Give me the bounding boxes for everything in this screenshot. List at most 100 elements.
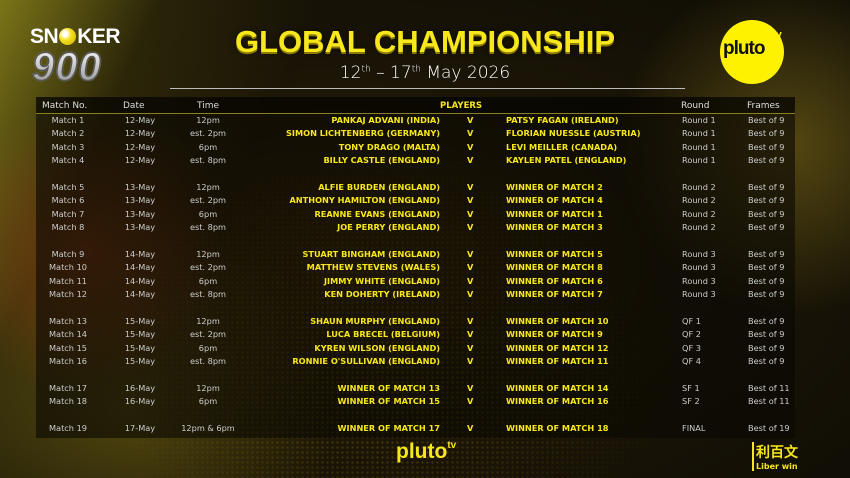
table-row: Match 1 12-May 12pm PANKAJ ADVANI (INDIA) V P… bbox=[36, 114, 795, 127]
match-date: 13-May bbox=[124, 195, 156, 206]
frames: Best of 9 bbox=[748, 182, 785, 192]
round: Round 2 bbox=[682, 195, 716, 206]
match-time: 6pm bbox=[198, 208, 218, 219]
player-2: WINNER OF MATCH 6 bbox=[506, 275, 603, 286]
match-time: est. 2pm bbox=[189, 329, 227, 340]
player-1: STUART BINGHAM (ENGLAND) bbox=[302, 249, 440, 259]
match-date: 13-May bbox=[124, 208, 156, 219]
match-time: est. 2pm bbox=[189, 262, 227, 273]
versus: V bbox=[467, 115, 474, 125]
match-date: 13-May bbox=[124, 182, 156, 192]
versus: V bbox=[467, 423, 474, 434]
table-row: Match 16 15-May est. 8pm RONNIE O'SULLIVAN … bbox=[36, 355, 795, 368]
snooker-900-logo: SN KER 900 bbox=[30, 25, 121, 90]
player-2: WINNER OF MATCH 5 bbox=[506, 249, 603, 259]
round: Round 1 bbox=[682, 115, 716, 125]
match-time: 12pm & 6pm bbox=[181, 423, 235, 434]
versus: V bbox=[467, 316, 474, 326]
player-1: SIMON LICHTENBERG (GERMANY) bbox=[286, 128, 440, 139]
player-1: ANTHONY HAMILTON (ENGLAND) bbox=[289, 195, 440, 206]
player-2: WINNER OF MATCH 14 bbox=[506, 383, 609, 393]
frames: Best of 9 bbox=[748, 155, 785, 166]
player-1: REANNE EVANS (ENGLAND) bbox=[314, 208, 440, 219]
match-date: 13-May bbox=[124, 222, 156, 233]
match-number: Match 17 bbox=[48, 383, 87, 393]
table-row: Match 14 15-May est. 2pm LUCA BRECEL (BELGI… bbox=[36, 328, 795, 341]
match-time: 12pm bbox=[196, 383, 220, 393]
match-time: 12pm bbox=[196, 182, 220, 192]
match-number: Match 5 bbox=[51, 182, 85, 192]
round: FINAL bbox=[682, 423, 706, 434]
frames: Best of 9 bbox=[748, 329, 785, 340]
match-number: Match 14 bbox=[48, 329, 87, 340]
versus: V bbox=[467, 329, 474, 340]
match-time: est. 2pm bbox=[189, 195, 227, 206]
pluto-tv-footer-logo: plutotv bbox=[396, 440, 457, 463]
player-2: WINNER OF MATCH 16 bbox=[506, 396, 609, 407]
player-1: TONY DRAGO (MALTA) bbox=[338, 141, 440, 152]
match-time: 6pm bbox=[198, 275, 218, 286]
match-number: Match 10 bbox=[48, 262, 87, 273]
player-1: KYREN WILSON (ENGLAND) bbox=[314, 342, 440, 353]
match-time: est. 8pm bbox=[189, 222, 227, 233]
col-time: Time bbox=[197, 101, 220, 111]
liber-win-logo: 利百文 Liber win bbox=[752, 442, 798, 471]
round: QF 1 bbox=[682, 316, 701, 326]
round: Round 2 bbox=[682, 208, 716, 219]
versus: V bbox=[467, 383, 474, 393]
player-1: WINNER OF MATCH 15 bbox=[337, 396, 440, 407]
player-1: MATTHEW STEVENS (WALES) bbox=[306, 262, 440, 273]
match-date: 12-May bbox=[124, 141, 156, 152]
match-number: Match 1 bbox=[51, 115, 85, 125]
match-number: Match 2 bbox=[51, 128, 85, 139]
match-time: est. 2pm bbox=[189, 128, 227, 139]
match-date: 12-May bbox=[124, 115, 156, 125]
match-date: 12-May bbox=[124, 155, 156, 166]
frames: Best of 9 bbox=[748, 342, 785, 353]
divider bbox=[170, 88, 685, 89]
player-1: BILLY CASTLE (ENGLAND) bbox=[323, 155, 440, 166]
match-time: 6pm bbox=[198, 141, 218, 152]
table-row: Match 13 15-May 12pm SHAUN MURPHY (ENGLAND)… bbox=[36, 315, 795, 328]
col-match: Match No. bbox=[42, 101, 88, 111]
player-1: JIMMY WHITE (ENGLAND) bbox=[324, 275, 440, 286]
match-date: 15-May bbox=[124, 356, 156, 367]
round: Round 2 bbox=[682, 182, 716, 192]
match-number: Match 19 bbox=[48, 423, 87, 434]
match-date: 12-May bbox=[124, 128, 156, 139]
table-row: Match 7 13-May 6pm REANNE EVANS (ENGLAND) V W… bbox=[36, 208, 795, 221]
frames: Best of 11 bbox=[748, 383, 790, 393]
player-1: LUCA BRECEL (BELGIUM) bbox=[326, 329, 440, 340]
round: Round 3 bbox=[682, 289, 716, 300]
table-row: Match 6 13-May est. 2pm ANTHONY HAMILTON (E… bbox=[36, 194, 795, 207]
match-time: 6pm bbox=[198, 342, 218, 353]
player-1: SHAUN MURPHY (ENGLAND) bbox=[310, 316, 440, 326]
player-2: WINNER OF MATCH 11 bbox=[506, 356, 609, 367]
match-number: Match 13 bbox=[48, 316, 87, 326]
match-time: 12pm bbox=[196, 249, 220, 259]
round: Round 3 bbox=[682, 275, 716, 286]
round: Round 1 bbox=[682, 141, 716, 152]
player-1: RONNIE O'SULLIVAN (ENGLAND) bbox=[292, 356, 440, 367]
frames: Best of 9 bbox=[748, 289, 785, 300]
round: Round 1 bbox=[682, 155, 716, 166]
frames: Best of 9 bbox=[748, 316, 785, 326]
frames: Best of 9 bbox=[748, 249, 785, 259]
event-dates: 12th – 17th May 2026 bbox=[339, 63, 511, 83]
match-time: est. 8pm bbox=[189, 356, 227, 367]
frames: Best of 9 bbox=[748, 356, 785, 367]
table-row: Match 5 13-May 12pm ALFIE BURDEN (ENGLAND) V… bbox=[36, 181, 795, 194]
frames: Best of 9 bbox=[748, 195, 785, 206]
round: QF 3 bbox=[682, 342, 701, 353]
player-2: WINNER OF MATCH 12 bbox=[506, 342, 609, 353]
col-round: Round bbox=[681, 101, 710, 111]
frames: Best of 9 bbox=[748, 208, 785, 219]
match-number: Match 12 bbox=[48, 289, 87, 300]
player-1: WINNER OF MATCH 17 bbox=[337, 423, 440, 434]
player-1: KEN DOHERTY (IRELAND) bbox=[324, 289, 440, 300]
round: Round 1 bbox=[682, 128, 716, 139]
frames: Best of 9 bbox=[748, 128, 785, 139]
frames: Best of 9 bbox=[748, 222, 785, 233]
player-2: WINNER OF MATCH 7 bbox=[506, 289, 603, 300]
match-time: 12pm bbox=[196, 316, 220, 326]
